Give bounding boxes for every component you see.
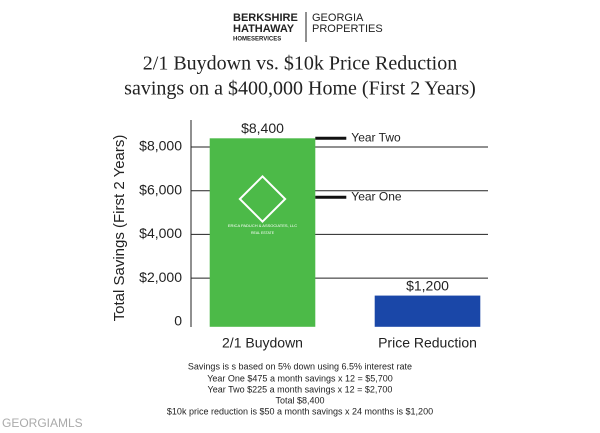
chart-title: savings on a $400,000 Home (First 2 Year… bbox=[124, 78, 476, 100]
logo-brand: BERKSHIRE bbox=[233, 12, 298, 24]
logo-region: GEORGIA bbox=[312, 12, 364, 24]
note: Savings is s based on 5% down using 6.5%… bbox=[188, 361, 412, 371]
bar bbox=[374, 295, 481, 327]
y-tick-label: 0 bbox=[174, 313, 182, 329]
note: Year One $475 a month savings x 12 = $5,… bbox=[207, 373, 393, 383]
annotation-label: Year One bbox=[351, 189, 402, 203]
value-label: $1,200 bbox=[406, 277, 449, 293]
note: Year Two $225 a month savings x 12 = $2,… bbox=[208, 384, 393, 394]
bar bbox=[209, 138, 316, 327]
y-tick-label: $4,000 bbox=[139, 225, 182, 241]
y-axis-title: Total Savings (First 2 Years) bbox=[111, 135, 128, 322]
logo-region: PROPERTIES bbox=[312, 23, 383, 35]
annotation-label: Year Two bbox=[351, 130, 401, 144]
note: $10k price reduction is $50 a month savi… bbox=[167, 406, 433, 416]
bar-logo-mark bbox=[238, 174, 287, 224]
y-tick-label: $2,000 bbox=[139, 269, 182, 285]
chart-title: 2/1 Buydown vs. $10k Price Reduction bbox=[143, 53, 457, 75]
note: Total $8,400 bbox=[275, 395, 324, 405]
logo-brand: HOMESERVICES bbox=[233, 37, 281, 43]
bar-logo-text: ERICA PADUCH & ASSOCIATES, LLC bbox=[228, 223, 297, 228]
logo-brand: HATHAWAY bbox=[233, 23, 295, 35]
y-tick-label: $8,000 bbox=[139, 138, 182, 154]
x-tick-label: Price Reduction bbox=[378, 335, 477, 351]
watermark: GEORGIAMLS bbox=[2, 416, 83, 430]
y-tick-label: $6,000 bbox=[139, 181, 182, 197]
x-tick-label: 2/1 Buydown bbox=[222, 335, 303, 351]
bar-logo-text: REAL ESTATE bbox=[251, 231, 275, 235]
value-label: $8,400 bbox=[241, 120, 284, 136]
